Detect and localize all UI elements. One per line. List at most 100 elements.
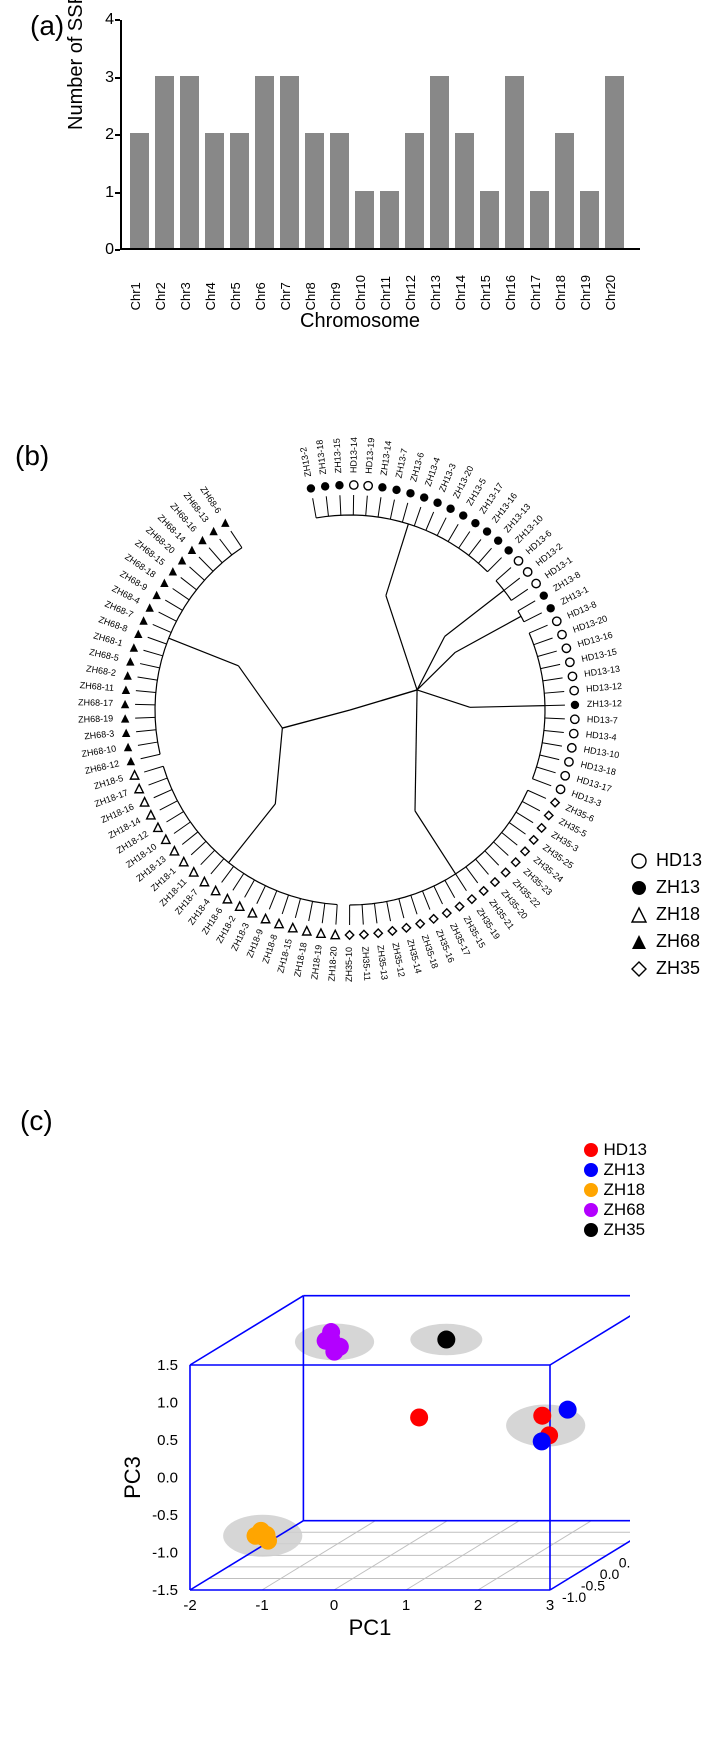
tip-label: ZH68-11 — [79, 680, 114, 693]
bar — [405, 133, 424, 248]
panel-a-label: (a) — [30, 10, 64, 42]
tip-label: ZH68-1 — [92, 630, 124, 648]
bar — [230, 133, 249, 248]
x-tick: Chr13 — [428, 275, 447, 310]
legend-item: ZH18 — [630, 904, 702, 925]
z-tick: 0.5 — [157, 1432, 178, 1449]
pca-point — [533, 1407, 551, 1425]
tip-label: ZH35-10 — [344, 947, 354, 982]
y-axis-label: Number of SSR marks — [65, 0, 88, 130]
circular-tree: ZH13-2ZH13-18ZH13-15HD13-14HD13-19ZH13-1… — [60, 420, 640, 1000]
x-tick: 1 — [402, 1597, 410, 1614]
tip-label: HD13-15 — [580, 647, 617, 664]
bar — [430, 76, 449, 249]
tip-label: HD13-14 — [348, 437, 359, 473]
pca-point — [317, 1332, 335, 1350]
tip-label: ZH68-3 — [84, 728, 115, 741]
tip-label: ZH68-2 — [85, 664, 116, 678]
bar — [205, 133, 224, 248]
bar — [355, 191, 374, 249]
x-ticks: Chr1Chr2Chr3Chr4Chr5Chr6Chr7Chr8Chr9Chr1… — [128, 275, 648, 310]
bar — [180, 76, 199, 249]
tip-label: HD13-19 — [363, 437, 376, 474]
panel-c: (c) -2-10123-1.0-0.50.00.51.01.52.0-1.5-… — [0, 1100, 707, 1720]
tip-label: ZH35-12 — [390, 942, 406, 978]
bar — [155, 76, 174, 249]
x-axis-label: Chromosome — [300, 310, 420, 333]
x-tick: -2 — [183, 1597, 196, 1614]
tip-label: ZH68-17 — [78, 697, 113, 708]
x-tick: Chr17 — [528, 275, 547, 310]
x-tick: Chr5 — [228, 275, 247, 310]
panel-b: (b) ZH13-2ZH13-18ZH13-15HD13-14HD13-19ZH… — [0, 420, 707, 1060]
tip-label: ZH35-11 — [360, 946, 372, 981]
pca-point — [559, 1401, 577, 1419]
panel-a: (a) Number of SSR marks 01234 Chr1Chr2Ch… — [0, 0, 707, 380]
tip-label: ZH18-15 — [275, 938, 294, 974]
legend-item: ZH35 — [584, 1220, 647, 1240]
legend-item: HD13 — [584, 1140, 647, 1160]
pca-point — [437, 1331, 455, 1349]
legend-b: HD13ZH13ZH18ZH68ZH35 — [630, 850, 702, 985]
tip-label: HD13-10 — [583, 744, 620, 760]
legend-label: ZH68 — [604, 1200, 646, 1220]
legend-item: ZH13 — [584, 1160, 647, 1180]
x-tick: Chr19 — [578, 275, 597, 310]
tip-label: ZH18-20 — [327, 946, 339, 982]
legend-dot — [584, 1203, 598, 1217]
legend-label: ZH35 — [656, 958, 700, 979]
pca-3d-scatter: -2-10123-1.0-0.50.00.51.01.52.0-1.5-1.0-… — [70, 1130, 630, 1690]
bar — [530, 191, 549, 249]
x-tick: Chr8 — [303, 275, 322, 310]
x-tick: 3 — [546, 1597, 554, 1614]
legend-label: HD13 — [604, 1140, 647, 1160]
x-tick: Chr15 — [478, 275, 497, 310]
bar — [380, 191, 399, 249]
tip-label: ZH35-13 — [375, 944, 389, 980]
bars-container — [120, 20, 640, 250]
x-tick: Chr14 — [453, 275, 472, 310]
pca-point — [410, 1408, 428, 1426]
tip-label: ZH13-18 — [314, 439, 328, 475]
panel-b-label: (b) — [15, 440, 49, 472]
tip-label: ZH68-19 — [78, 713, 113, 724]
y-tick: 1 — [105, 184, 114, 202]
tip-label: ZH18-8 — [260, 933, 279, 965]
pca-point — [258, 1526, 276, 1544]
x-tick: Chr6 — [253, 275, 272, 310]
y-ticks: 01234 — [90, 20, 120, 250]
tip-label: ZH18-5 — [93, 773, 125, 791]
x-tick: Chr3 — [178, 275, 197, 310]
tip-label: ZH13-12 — [587, 698, 622, 709]
x-tick: Chr2 — [153, 275, 172, 310]
y-tick: 3 — [105, 69, 114, 87]
legend-c: HD13ZH13ZH18ZH68ZH35 — [584, 1140, 647, 1240]
z-tick: 1.0 — [157, 1395, 178, 1412]
y-tick: 4 — [105, 11, 114, 29]
legend-label: ZH68 — [656, 931, 700, 952]
bar — [580, 191, 599, 249]
tip-label: ZH13-14 — [379, 440, 394, 476]
bar — [255, 76, 274, 249]
z-tick: 0.0 — [157, 1470, 178, 1487]
x-tick: 2 — [474, 1597, 482, 1614]
bar-chart: 01234 Chr1Chr2Chr3Chr4Chr5Chr6Chr7Chr8Ch… — [120, 20, 640, 250]
x-tick: -1 — [255, 1597, 268, 1614]
z-tick: -0.5 — [152, 1507, 178, 1524]
legend-label: ZH18 — [604, 1180, 646, 1200]
z-tick: -1.5 — [152, 1582, 178, 1599]
pc3-label: PC3 — [120, 1456, 145, 1499]
x-tick: Chr20 — [603, 275, 622, 310]
legend-dot — [584, 1163, 598, 1177]
tip-label: HD13-4 — [585, 729, 617, 742]
z-tick: 1.5 — [157, 1357, 178, 1374]
tip-label: ZH13-7 — [394, 448, 410, 479]
y-tick: 0 — [105, 241, 114, 259]
bar — [505, 76, 524, 249]
legend-label: ZH18 — [656, 904, 700, 925]
bar — [305, 133, 324, 248]
x-tick: Chr9 — [328, 275, 347, 310]
y-tick: 0.5 — [619, 1554, 630, 1570]
legend-dot — [584, 1143, 598, 1157]
x-tick: Chr16 — [503, 275, 522, 310]
